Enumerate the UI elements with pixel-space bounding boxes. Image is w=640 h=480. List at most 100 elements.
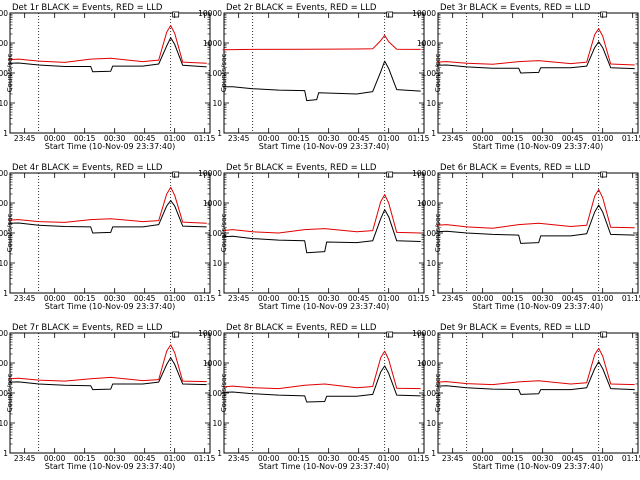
x-tick-label: 23:45 <box>14 454 36 463</box>
x-axis-label: Start Time (10-Nov-09 23:37:40) <box>45 142 175 151</box>
detector-panel-2: Det 2r BLACK = Events, RED = LLD 1 10 100 10… <box>198 3 430 151</box>
plot-frame <box>437 12 639 134</box>
x-tick-label: 00:30 <box>318 134 340 143</box>
y-tick-label: 1 <box>431 129 436 138</box>
lld-series-line <box>436 28 635 66</box>
x-tick-label: 01:00 <box>378 454 400 463</box>
peak-marker-box <box>600 331 608 338</box>
y-tick-label: 10 <box>426 99 436 108</box>
x-tick-label: 00:30 <box>104 134 126 143</box>
y-tick-label: 10000 <box>412 169 436 178</box>
peak-marker-box <box>172 11 180 18</box>
y-tick-label: 10000 <box>198 9 222 18</box>
x-tick-label: 00:00 <box>258 294 280 303</box>
x-tick-label: 01:15 <box>194 294 216 303</box>
x-tick-label: 01:15 <box>408 454 430 463</box>
x-tick-label: 01:15 <box>622 454 640 463</box>
x-tick-label: 23:45 <box>228 294 250 303</box>
detector-panel-5: Det 5r BLACK = Events, RED = LLD 1 10 100 10… <box>198 163 430 311</box>
y-tick-label: 1000 <box>203 39 222 48</box>
x-tick-label: 00:45 <box>348 134 370 143</box>
events-series-line <box>8 200 207 234</box>
y-axis-label: Counts/sec <box>6 214 14 253</box>
y-axis-label: Counts/sec <box>220 54 228 93</box>
y-tick-label: 10000 <box>412 9 436 18</box>
x-tick-label: 00:15 <box>74 134 96 143</box>
y-tick-label: 1 <box>217 449 222 458</box>
x-tick-label: 01:00 <box>592 134 614 143</box>
x-axis-label: Start Time (10-Nov-09 23:37:40) <box>45 302 175 311</box>
x-tick-label: 00:30 <box>318 454 340 463</box>
x-tick-label: 23:45 <box>14 294 36 303</box>
chart-title: Det 1r BLACK = Events, RED = LLD <box>12 3 163 13</box>
plot-frame <box>9 332 211 454</box>
x-axis-label: Start Time (10-Nov-09 23:37:40) <box>45 462 175 471</box>
x-axis-label: Start Time (10-Nov-09 23:37:40) <box>473 142 603 151</box>
y-tick-label: 100 <box>422 69 437 78</box>
y-tick-label: 1 <box>3 449 8 458</box>
x-tick-label: 00:45 <box>134 454 156 463</box>
x-tick-label: 00:30 <box>532 294 554 303</box>
chart-title: Det 7r BLACK = Events, RED = LLD <box>12 323 163 333</box>
y-tick-label: 1 <box>431 449 436 458</box>
events-series-line <box>222 365 421 403</box>
x-tick-label: 00:45 <box>134 134 156 143</box>
events-series-line <box>436 204 635 244</box>
y-axis-label: Counts/sec <box>220 214 228 253</box>
y-tick-label: 10 <box>212 99 222 108</box>
y-tick-label: 10 <box>212 419 222 428</box>
chart-title: Det 6r BLACK = Events, RED = LLD <box>440 163 591 173</box>
peak-marker-box <box>600 171 608 178</box>
y-tick-label: 10 <box>0 259 8 268</box>
y-tick-label: 1000 <box>203 199 222 208</box>
x-tick-label: 23:45 <box>442 454 464 463</box>
x-tick-label: 00:45 <box>562 294 584 303</box>
y-axis-label: Counts/sec <box>434 54 442 93</box>
y-tick-label: 10 <box>0 419 8 428</box>
x-axis-label: Start Time (10-Nov-09 23:37:40) <box>473 302 603 311</box>
x-tick-label: 00:30 <box>104 294 126 303</box>
x-tick-label: 01:15 <box>622 134 640 143</box>
detector-panel-1: Det 1r BLACK = Events, RED = LLD 1 10 100 10… <box>0 3 216 151</box>
x-tick-label: 00:45 <box>562 454 584 463</box>
x-tick-label: 00:15 <box>74 294 96 303</box>
x-tick-label: 01:15 <box>622 294 640 303</box>
x-tick-label: 01:00 <box>164 134 186 143</box>
lld-series-line <box>222 194 421 234</box>
x-tick-label: 00:00 <box>472 454 494 463</box>
x-tick-label: 00:00 <box>44 454 66 463</box>
x-axis-label: Start Time (10-Nov-09 23:37:40) <box>473 462 603 471</box>
x-tick-label: 00:30 <box>318 294 340 303</box>
lld-series-line <box>222 34 421 51</box>
x-tick-label: 00:45 <box>134 294 156 303</box>
x-tick-label: 00:15 <box>502 134 524 143</box>
y-tick-label: 1000 <box>203 359 222 368</box>
y-tick-label: 10000 <box>198 169 222 178</box>
chart-title: Det 3r BLACK = Events, RED = LLD <box>440 3 591 13</box>
x-axis-label: Start Time (10-Nov-09 23:37:40) <box>259 142 389 151</box>
chart-title: Det 9r BLACK = Events, RED = LLD <box>440 323 591 333</box>
x-tick-label: 00:00 <box>472 134 494 143</box>
peak-marker-box <box>600 11 608 18</box>
detector-panel-9: Det 9r BLACK = Events, RED = LLD 1 10 100 10… <box>412 323 640 471</box>
y-tick-label: 100 <box>0 389 8 398</box>
plot-frame <box>223 332 425 454</box>
lld-series-line <box>8 25 207 64</box>
peak-marker-box <box>172 171 180 178</box>
x-tick-label: 00:15 <box>502 454 524 463</box>
x-tick-label: 23:45 <box>14 134 36 143</box>
y-tick-label: 1 <box>3 289 8 298</box>
x-tick-label: 00:15 <box>74 454 96 463</box>
detector-panel-6: Det 6r BLACK = Events, RED = LLD 1 10 100 10… <box>412 163 640 311</box>
lld-series-line <box>436 347 635 386</box>
detector-panel-7: Det 7r BLACK = Events, RED = LLD 1 10 100 10… <box>0 323 216 471</box>
x-tick-label: 23:45 <box>442 294 464 303</box>
x-tick-label: 23:45 <box>442 134 464 143</box>
peak-marker-box <box>386 11 394 18</box>
x-tick-label: 01:00 <box>592 454 614 463</box>
y-tick-label: 100 <box>208 229 223 238</box>
x-tick-label: 00:45 <box>562 134 584 143</box>
events-series-line <box>436 361 635 395</box>
y-tick-label: 10 <box>426 419 436 428</box>
x-tick-label: 00:15 <box>288 294 310 303</box>
